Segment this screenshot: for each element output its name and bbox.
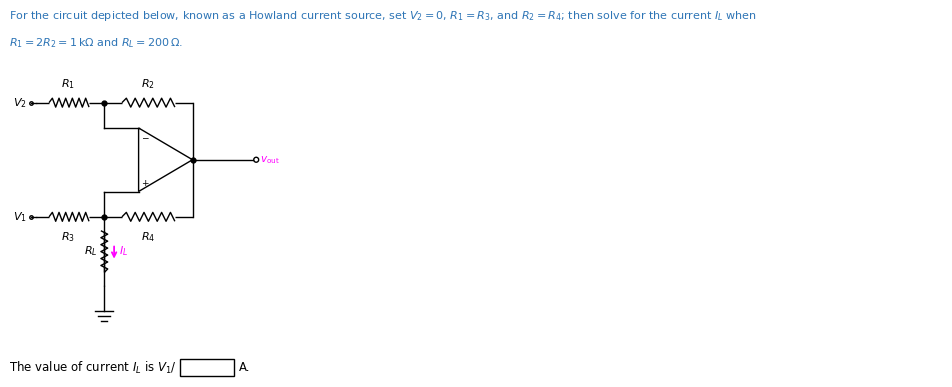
Text: $v_\mathregular{out}$: $v_\mathregular{out}$: [260, 154, 280, 166]
Text: $R_L$: $R_L$: [84, 245, 97, 259]
Text: $R_4$: $R_4$: [141, 230, 155, 243]
Text: For the circuit depicted below, known as a Howland current source, set $V_2 = 0$: For the circuit depicted below, known as…: [10, 9, 757, 23]
Text: $+$: $+$: [141, 178, 149, 188]
Text: $V_1$: $V_1$: [13, 210, 27, 224]
Text: The value of current $I_L$ is $V_1/$: The value of current $I_L$ is $V_1/$: [10, 360, 177, 376]
Text: $-$: $-$: [141, 132, 149, 141]
Text: $R_3$: $R_3$: [61, 230, 74, 243]
FancyBboxPatch shape: [180, 359, 233, 376]
Text: $R_1 = 2R_2 = 1\,\mathrm{k\Omega}$ and $R_L = 200\,\Omega$.: $R_1 = 2R_2 = 1\,\mathrm{k\Omega}$ and $…: [10, 36, 184, 50]
Text: $I_L$: $I_L$: [119, 245, 129, 259]
Text: $V_2$: $V_2$: [13, 96, 27, 110]
Text: A.: A.: [239, 361, 250, 374]
Text: $R_1$: $R_1$: [61, 77, 74, 91]
Text: $R_2$: $R_2$: [142, 77, 155, 91]
